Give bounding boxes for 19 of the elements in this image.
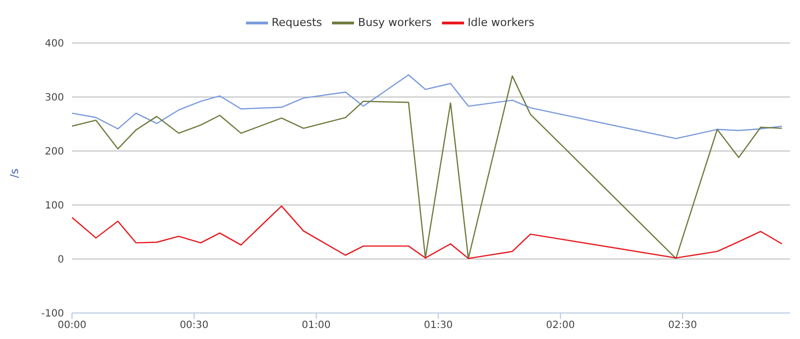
line-series	[72, 205, 783, 260]
x-tick-label: 00:00	[58, 320, 86, 332]
y-tick-label: 300	[44, 92, 64, 104]
y-tick-label: 400	[44, 38, 64, 50]
y-tick-label: -100	[41, 308, 64, 320]
legend-label: Requests	[272, 16, 322, 30]
y-tick-label: 0	[58, 254, 64, 266]
y-tick-label: 100	[44, 200, 64, 212]
legend-label: Idle workers	[468, 16, 534, 30]
line-series	[72, 75, 783, 260]
x-tick-label: 01:00	[302, 320, 331, 332]
y-axis-title: /s	[8, 168, 21, 178]
y-tick-label: 200	[44, 146, 64, 158]
legend-label: Busy workers	[358, 16, 432, 30]
x-tick-label: 02:00	[546, 320, 575, 332]
x-tick-label: 00:30	[180, 320, 209, 332]
x-tick-label: 01:30	[424, 320, 453, 332]
x-tick-label: 02:30	[668, 320, 697, 332]
line-series	[72, 74, 783, 140]
